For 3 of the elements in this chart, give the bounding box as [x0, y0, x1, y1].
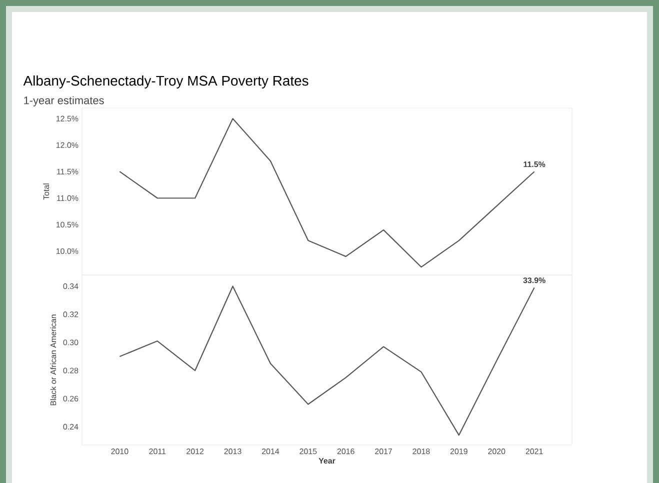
chart-subtitle: 1-year estimates — [24, 96, 104, 106]
line-series — [119, 286, 535, 436]
chart-title: Albany-Schenectady-Troy MSA Poverty Rates — [23, 75, 308, 88]
